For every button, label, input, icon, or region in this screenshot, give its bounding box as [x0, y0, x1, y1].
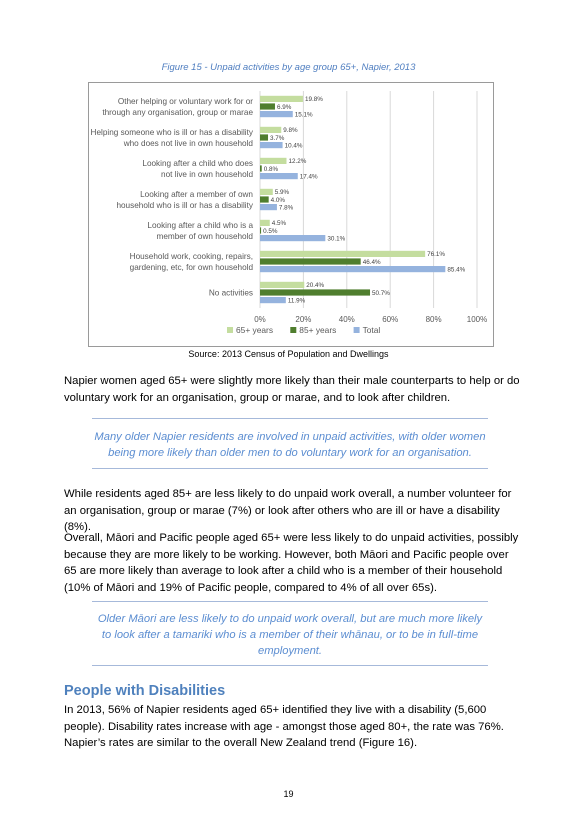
- bar-85-years: [260, 134, 269, 141]
- x-tick-label: 20%: [295, 315, 311, 324]
- category-label: gardening, etc, for own household: [130, 263, 254, 272]
- data-label: 17.4%: [300, 173, 318, 180]
- category-label: household who is ill or has a disability: [116, 201, 253, 210]
- data-label: 4.0%: [271, 197, 286, 204]
- category-label: Household work, cooking, repairs,: [130, 252, 253, 261]
- bar-total: [260, 297, 286, 304]
- data-label: 15.1%: [295, 111, 313, 118]
- bar-total: [260, 142, 283, 149]
- quote-rule-bottom: [92, 468, 488, 469]
- quote-rule-top-2: [92, 601, 488, 602]
- bar-65-years: [260, 219, 270, 226]
- bar-65-years: [260, 281, 305, 288]
- data-label: 5.9%: [275, 189, 290, 196]
- category-label: Looking after a member of own: [140, 190, 253, 199]
- section-heading-disabilities: People with Disabilities: [64, 683, 226, 699]
- bar-chart: 0% 20% 40% 60% 80% 100% Other helping or volun…: [88, 82, 494, 347]
- quote-rule-top: [92, 418, 488, 419]
- data-label: 12.2%: [288, 158, 306, 165]
- category-label: through any organisation, group or marae: [102, 108, 253, 117]
- category-label: Looking after a child who is a: [147, 221, 253, 230]
- bar-65-years: [260, 250, 426, 257]
- bar-85-years: [260, 196, 269, 203]
- bar-65-years: [260, 126, 282, 133]
- data-label: 11.9%: [288, 297, 306, 304]
- quote-rule-bottom-2: [92, 665, 488, 666]
- bar-85-years: [260, 289, 371, 296]
- chart-svg: 0% 20% 40% 60% 80% 100% Other helping or volun…: [91, 91, 487, 335]
- bar-total: [260, 235, 326, 242]
- data-label: 0.5%: [263, 228, 278, 235]
- bar-85-years: [260, 165, 262, 172]
- pull-quote-unpaid-activities: Many older Napier residents are involved…: [94, 431, 486, 459]
- data-label: 46.4%: [363, 259, 381, 266]
- chart-source: Source: 2013 Census of Population and Dw…: [188, 349, 389, 359]
- bar-85-years: [260, 103, 275, 110]
- paragraph-maori-pacific: Overall, Māori and Pacific people aged 6…: [64, 532, 519, 594]
- category-label: member of own household: [157, 232, 254, 241]
- paragraph-disabilities: In 2013, 56% of Napier residents aged 65…: [64, 704, 504, 749]
- data-label: 19.8%: [305, 96, 323, 103]
- data-label: 76.1%: [427, 251, 445, 258]
- data-label: 30.1%: [327, 235, 345, 242]
- legend-swatch: [290, 327, 297, 333]
- x-tick-label: 0%: [254, 315, 266, 324]
- bar-total: [260, 204, 277, 211]
- category-label: No activities: [209, 289, 253, 298]
- legend-swatch: [353, 327, 360, 333]
- bar-85-years: [260, 258, 361, 265]
- x-tick-label: 60%: [382, 315, 398, 324]
- bar-total: [260, 173, 298, 180]
- pull-quote-maori: Older Māori are less likely to do unpaid…: [97, 613, 483, 657]
- figure-title: Figure 15 - Unpaid activities by age gro…: [161, 62, 416, 73]
- legend-entry: Total: [363, 325, 381, 335]
- category-label: Helping someone who is ill or has a disa…: [91, 128, 254, 137]
- data-label: 50.7%: [372, 290, 390, 297]
- bar-85-years: [260, 227, 262, 234]
- data-label: 20.4%: [306, 282, 324, 289]
- data-label: 7.8%: [279, 204, 294, 211]
- bar-65-years: [260, 157, 287, 164]
- paragraph-85-plus: While residents aged 85+ are less likely…: [64, 488, 512, 533]
- category-label: Looking after a child who does: [142, 159, 253, 168]
- page-number: 19: [283, 789, 294, 799]
- category-label: Other helping or voluntary work for or: [118, 97, 253, 106]
- data-label: 3.7%: [270, 135, 285, 142]
- paragraph-women-volunteering: Napier women aged 65+ were slightly more…: [64, 375, 520, 404]
- x-tick-label: 100%: [467, 315, 487, 324]
- data-label: 6.9%: [277, 104, 292, 111]
- data-label: 4.5%: [272, 220, 287, 227]
- data-label: 10.4%: [285, 142, 303, 149]
- bar-65-years: [260, 188, 273, 195]
- x-tick-label: 40%: [339, 315, 355, 324]
- category-label: not live in own household: [161, 170, 253, 179]
- bar-total: [260, 111, 293, 118]
- legend-entry: 85+ years: [299, 325, 336, 335]
- category-label: who does not live in own household: [123, 139, 254, 148]
- bar-65-years: [260, 95, 303, 102]
- x-tick-label: 80%: [426, 315, 442, 324]
- bar-total: [260, 266, 446, 273]
- data-label: 0.8%: [264, 166, 279, 173]
- legend-swatch: [227, 327, 233, 333]
- legend-entry: 65+ years: [236, 325, 273, 335]
- data-label: 9.8%: [283, 127, 298, 134]
- data-label: 85.4%: [447, 266, 465, 273]
